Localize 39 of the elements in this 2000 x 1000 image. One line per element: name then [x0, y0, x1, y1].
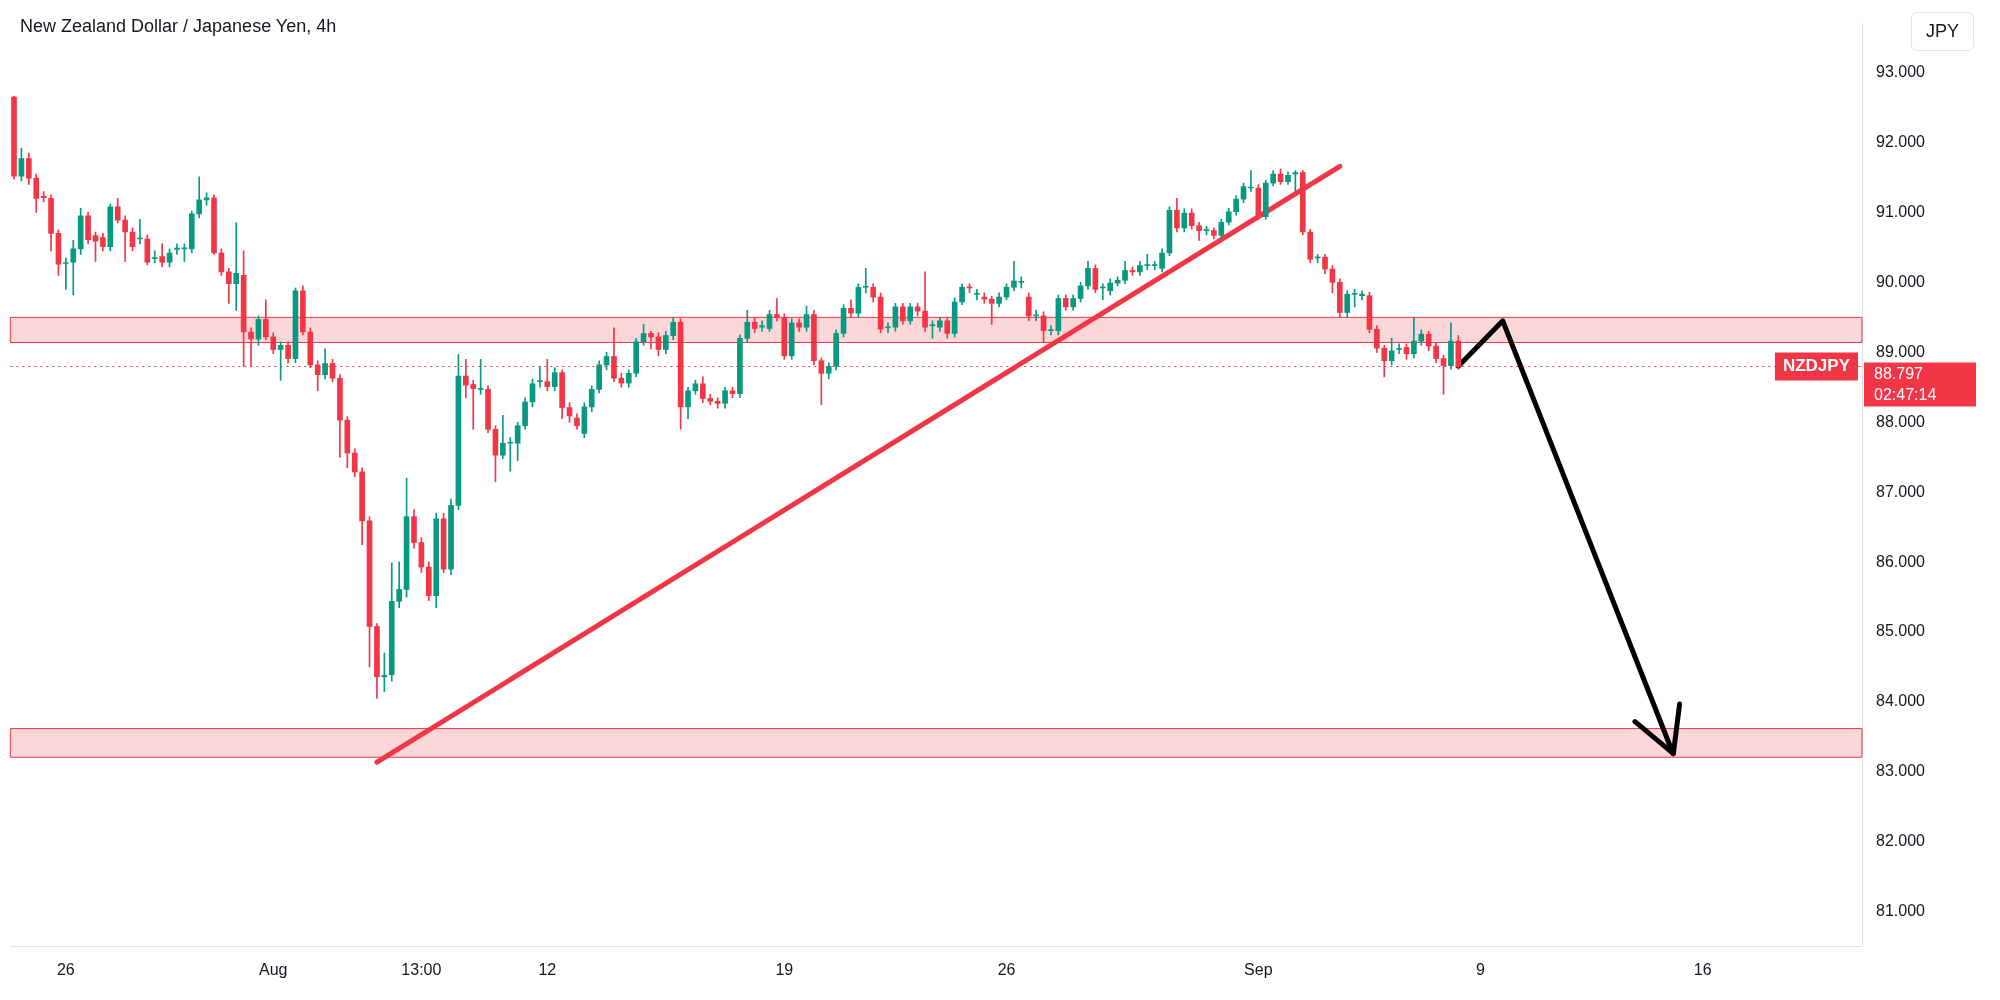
y-tick-label: 89.000	[1876, 342, 1926, 360]
candlestick	[174, 243, 180, 255]
y-tick-label: 91.000	[1876, 202, 1926, 220]
text: 02:47:14	[1874, 385, 1937, 403]
candlestick	[63, 257, 69, 290]
y-tick-label: 93.000	[1876, 62, 1926, 80]
x-tick-label: Sep	[1244, 960, 1273, 978]
y-tick-label: 85.000	[1876, 622, 1926, 640]
candlestick	[1396, 343, 1402, 355]
candlestick	[1011, 261, 1017, 292]
x-tick-label: Aug	[259, 960, 288, 978]
candlestick	[862, 268, 869, 294]
candlestick	[537, 365, 543, 388]
chart-title: New Zealand Dollar / Japanese Yen, 4h	[20, 16, 337, 37]
x-tick-label: 26	[997, 960, 1016, 978]
y-tick-label: 92.000	[1876, 132, 1926, 150]
candlestick	[1359, 290, 1365, 301]
x-tick-label: 26	[56, 960, 75, 978]
candlestick	[233, 222, 240, 311]
y-tick-label: 86.000	[1876, 552, 1926, 570]
y-tick-label: 90.000	[1876, 272, 1926, 290]
candlestick	[1048, 325, 1054, 336]
candlestick	[974, 289, 980, 301]
x-tick-label: 13:00	[401, 960, 442, 978]
candlestick	[151, 250, 158, 264]
x-tick-label: 19	[775, 960, 794, 978]
y-tick-label: 87.000	[1876, 482, 1926, 500]
candlestick	[759, 320, 765, 332]
y-tick-label: 82.000	[1876, 832, 1926, 850]
y-tick-label: 83.000	[1876, 762, 1926, 780]
ref-line-label: NZDJPY	[1782, 356, 1851, 376]
y-axis-title: JPY	[1910, 12, 1974, 51]
y-tick-label: 84.000	[1876, 692, 1926, 710]
text: 88.797	[1874, 364, 1924, 382]
x-tick-label: 9	[1476, 960, 1486, 978]
y-tick-label: 81.000	[1876, 902, 1926, 920]
x-tick-label: 16	[1693, 960, 1712, 978]
x-tick-label: 12	[538, 960, 557, 978]
y-tick-label: 88.000	[1876, 412, 1926, 430]
